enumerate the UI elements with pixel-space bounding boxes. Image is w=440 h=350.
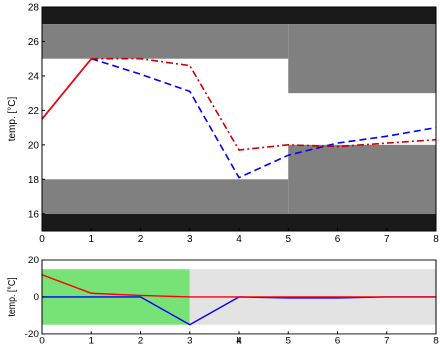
bottom-x-tick-label: 8 — [433, 335, 439, 345]
top-y-tick-label: 28 — [28, 3, 40, 14]
bottom-y-axis-label: temp. [°C] — [5, 277, 17, 316]
top-y-tick-label: 20 — [28, 140, 40, 151]
top-constraint-band — [42, 179, 289, 214]
top-series-line — [41, 58, 92, 120]
bottom-y-tick-label: 20 — [28, 255, 39, 265]
top-x-tick-label: 4 — [236, 234, 242, 245]
top-y-tick-label: 16 — [28, 209, 40, 220]
top-x-tick-label: 3 — [187, 234, 193, 245]
top-x-tick-label: 8 — [433, 234, 439, 245]
bottom-y-tick-label: 0 — [33, 292, 39, 302]
top-constraint-band — [42, 213, 436, 231]
top-x-tick-label: 7 — [384, 234, 390, 245]
top-y-tick-label: 18 — [28, 175, 40, 186]
bottom-series-line — [41, 274, 436, 298]
top-x-tick-label: 1 — [88, 234, 94, 245]
bottom-x-tick-label: 2 — [138, 335, 144, 345]
bottom-x-tick-label: 5 — [285, 335, 291, 345]
top-x-tick-label: 0 — [39, 234, 45, 245]
top-constraint-band — [42, 24, 289, 59]
bottom-x-tick-label: 1 — [88, 335, 94, 345]
top-y-tick-label: 26 — [28, 37, 40, 48]
top-x-tick-label: 5 — [285, 234, 291, 245]
top-y-tick-label: 24 — [28, 71, 40, 82]
bottom-x-tick-label: 7 — [384, 335, 390, 345]
top-x-tick-label: 6 — [335, 234, 341, 245]
top-series-line — [91, 57, 437, 179]
top-y-axis-label: temp. [°C] — [7, 97, 18, 142]
bottom-y-tick-label: -20 — [25, 329, 39, 339]
top-constraint-band — [288, 24, 436, 94]
top-x-tick-label: 2 — [138, 234, 144, 245]
top-constraint-band — [42, 7, 436, 25]
top-temperature-plot: 0 1 2 3 4 5 6 7 8 16 18 20 22 24 26 28 temp. [°C] — [7, 3, 439, 246]
top-series-line — [91, 57, 437, 151]
top-y-tick-label: 22 — [28, 106, 40, 117]
bottom-x-axis-label: k — [237, 335, 242, 345]
bottom-x-tick-label: 4 — [236, 335, 242, 345]
bottom-x-tick-label: 0 — [39, 335, 45, 345]
bottom-x-tick-label: 6 — [335, 335, 341, 345]
top-constraint-band — [288, 144, 436, 214]
bottom-x-tick-label: 3 — [187, 335, 193, 345]
